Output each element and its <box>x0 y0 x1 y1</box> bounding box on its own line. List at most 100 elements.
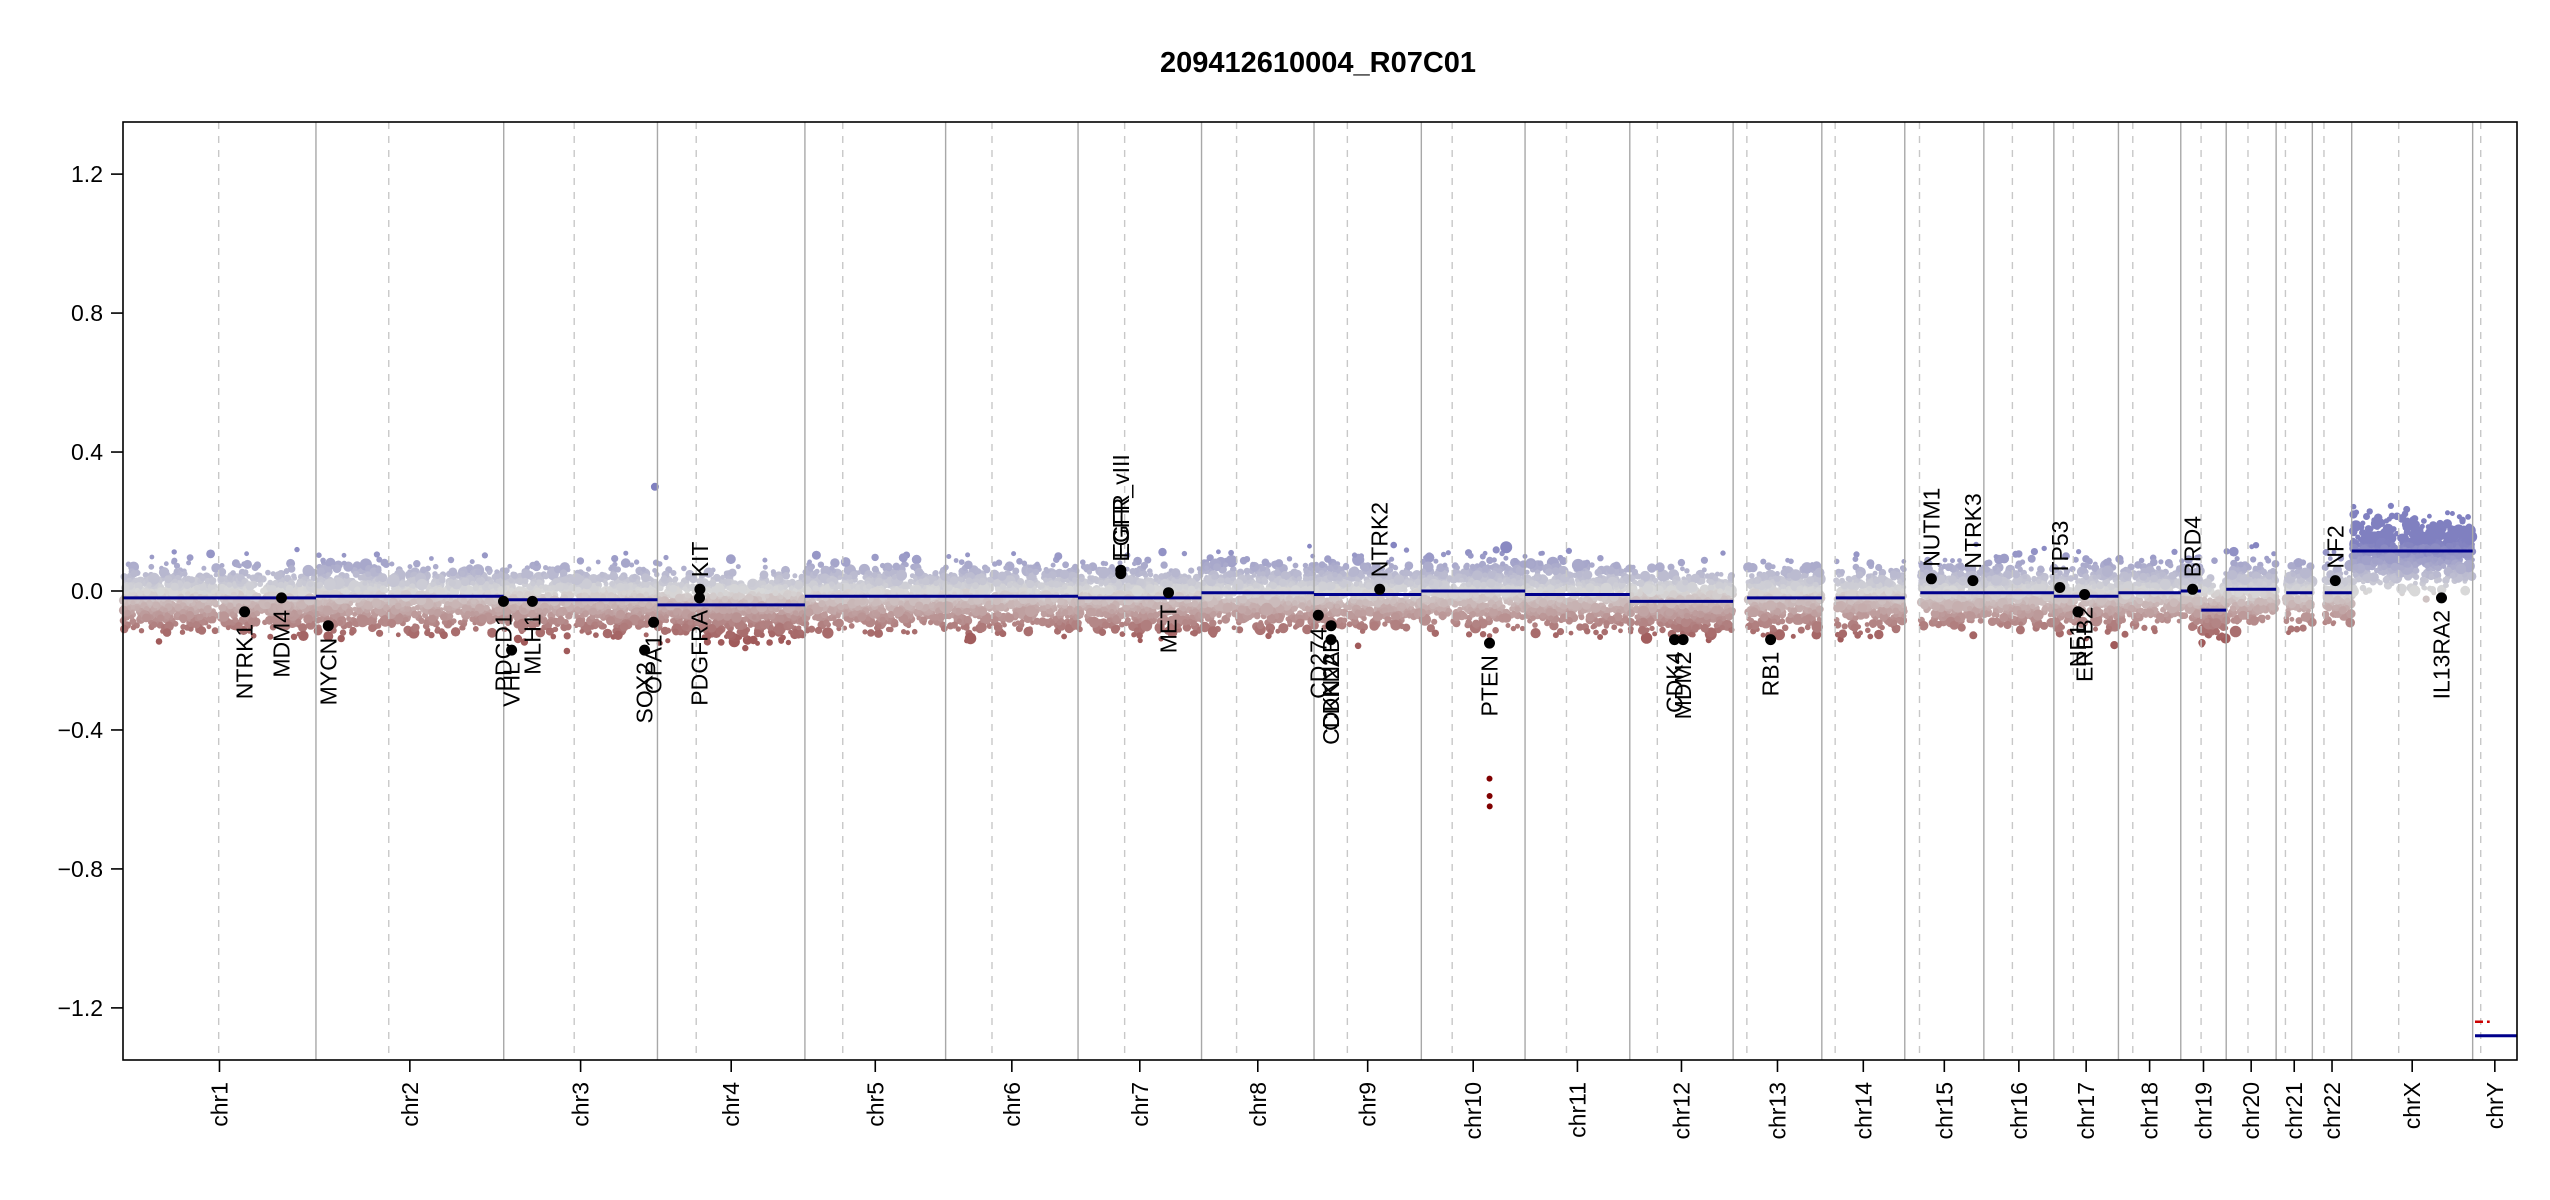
data-point <box>871 589 877 595</box>
data-point <box>1052 606 1058 612</box>
data-point <box>337 634 345 643</box>
data-point <box>511 571 518 579</box>
data-point <box>1054 552 1063 561</box>
data-point <box>1049 620 1056 626</box>
data-point <box>542 573 549 580</box>
data-point <box>295 618 302 626</box>
data-point <box>723 570 730 576</box>
data-point <box>186 560 192 566</box>
data-point <box>686 593 691 599</box>
data-point <box>847 574 853 580</box>
data-point <box>362 580 368 586</box>
data-point <box>1027 587 1033 593</box>
data-point <box>254 610 260 616</box>
data-point <box>172 620 179 627</box>
data-point <box>759 587 766 594</box>
data-point <box>179 608 187 616</box>
data-point <box>504 573 510 580</box>
data-point <box>589 607 597 616</box>
data-point <box>732 593 740 600</box>
data-point <box>313 626 323 636</box>
data-point <box>218 576 225 583</box>
data-point <box>721 596 729 603</box>
data-point <box>282 601 292 610</box>
data-point <box>633 559 640 565</box>
data-point <box>219 563 225 568</box>
data-point <box>946 554 952 559</box>
data-point <box>891 574 897 580</box>
data-point <box>302 564 315 577</box>
data-point <box>897 588 905 596</box>
data-point <box>199 602 206 609</box>
data-point <box>807 566 814 572</box>
data-point <box>383 587 389 594</box>
data-point <box>823 619 830 626</box>
data-point <box>447 613 454 620</box>
data-point <box>405 571 411 577</box>
data-point <box>184 624 190 630</box>
data-point <box>631 573 638 580</box>
data-point <box>749 635 758 645</box>
data-point <box>560 601 566 607</box>
data-point <box>837 603 845 611</box>
data-point <box>283 568 290 575</box>
data-point <box>623 550 629 556</box>
data-point <box>164 575 173 584</box>
data-point <box>345 621 353 629</box>
data-point <box>827 606 835 615</box>
data-point <box>206 598 212 604</box>
data-point <box>661 607 667 613</box>
data-point <box>341 560 347 566</box>
data-point <box>173 562 181 569</box>
data-point <box>562 609 568 615</box>
data-point <box>860 599 866 606</box>
data-point <box>575 617 585 628</box>
data-point <box>854 599 861 606</box>
data-point <box>607 592 615 599</box>
data-point <box>440 614 448 621</box>
data-point <box>420 566 427 574</box>
data-point <box>488 579 494 585</box>
data-point <box>395 632 401 638</box>
data-point <box>192 621 201 629</box>
data-point <box>672 628 679 636</box>
data-point <box>673 610 679 616</box>
data-point <box>227 602 234 610</box>
data-point <box>429 556 434 561</box>
data-point <box>743 616 748 622</box>
data-point <box>975 568 982 575</box>
data-point <box>705 587 711 593</box>
data-point <box>460 585 468 592</box>
data-point <box>911 628 918 635</box>
data-point <box>932 570 939 576</box>
data-point <box>916 615 922 621</box>
data-point <box>253 561 262 569</box>
data-point <box>339 629 347 636</box>
data-point <box>410 588 416 595</box>
data-point <box>1012 567 1020 575</box>
data-point <box>645 601 653 609</box>
data-point <box>247 617 255 625</box>
data-point <box>709 592 717 600</box>
data-point <box>940 625 948 632</box>
data-point <box>871 571 878 578</box>
data-point <box>470 598 477 605</box>
data-point <box>804 587 812 594</box>
data-point <box>581 578 593 590</box>
data-point <box>206 549 216 559</box>
data-point <box>201 565 207 571</box>
data-point <box>199 583 205 589</box>
data-point <box>731 612 742 623</box>
data-point <box>130 570 138 578</box>
data-point <box>146 599 153 606</box>
data-point <box>245 581 255 591</box>
data-point <box>352 612 358 617</box>
data-point <box>277 581 285 589</box>
data-point <box>1055 611 1061 617</box>
data-point <box>377 618 384 625</box>
data-point <box>236 563 242 569</box>
data-point <box>194 584 201 591</box>
data-point <box>213 612 219 617</box>
data-point <box>383 597 389 603</box>
data-point <box>933 587 940 593</box>
